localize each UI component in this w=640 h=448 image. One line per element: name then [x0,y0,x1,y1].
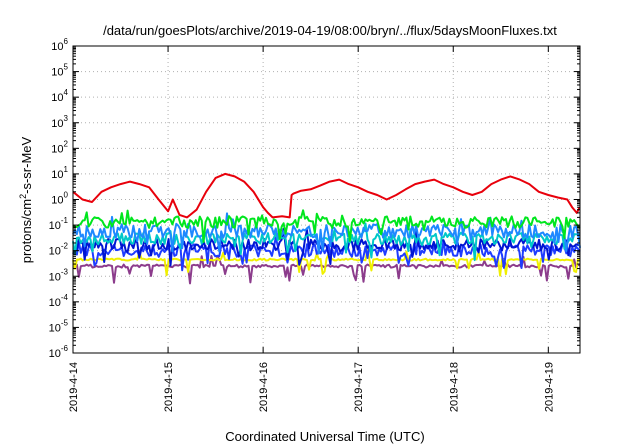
x-tick-label: 2019-4-18 [448,362,460,412]
series-line [72,209,581,243]
y-tick-label: 10-2 [49,242,69,258]
y-tick-label: 10-5 [49,318,69,334]
y-tick-label: 102 [51,139,68,155]
x-tick-label: 2019-4-14 [68,362,80,412]
y-tick-label: 10-4 [49,293,69,309]
tick-layer: 10-6 10-5 10-4 10-3 10-2 10-1 100 101 102 103 104 1… [49,37,580,412]
y-tick-label: 100 [51,191,68,207]
y-tick-label: 10-3 [49,267,69,283]
y-tick-label: 103 [51,114,68,130]
x-tick-label: 2019-4-16 [258,362,270,412]
y-axis-label: protons/cm2-s-sr-MeV [18,136,34,263]
y-tick-label: 101 [51,165,68,181]
series-layer [72,172,581,285]
grid-layer [73,46,580,353]
y-axis-label-rest: -s-sr-MeV [19,136,34,193]
chart-title: /data/run/goesPlots/archive/2019-04-19/0… [103,23,557,38]
series-line [72,222,581,262]
x-axis-label: Coordinated Universal Time (UTC) [225,429,424,444]
y-axis-label-main: protons/cm [19,199,34,263]
x-tick-label: 2019-4-17 [353,362,365,412]
x-tick-label: 2019-4-19 [543,362,555,412]
svg-text:protons/cm2-s-sr-MeV: protons/cm2-s-sr-MeV [18,136,34,263]
y-tick-label: 105 [51,63,68,79]
x-tick-label: 2019-4-15 [163,362,175,412]
y-tick-label: 106 [51,37,68,53]
y-tick-label: 10-6 [49,344,69,360]
series-line [72,172,581,219]
y-axis-label-sup: 2 [18,194,28,199]
y-tick-label: 10-1 [49,216,69,232]
series-line [72,212,581,255]
y-tick-label: 104 [51,88,68,104]
